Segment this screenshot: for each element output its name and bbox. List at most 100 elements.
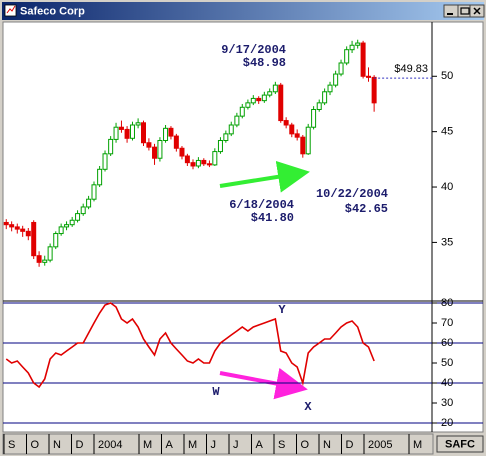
candle-body <box>9 224 15 228</box>
candle-body <box>42 259 48 263</box>
candle-body <box>53 233 59 248</box>
candle-body <box>278 84 284 122</box>
minimize-button[interactable] <box>443 4 459 18</box>
candle-body <box>289 124 295 135</box>
annotation: 6/18/2004 <box>229 198 294 212</box>
window-title: Safeco Corp <box>20 5 85 17</box>
x-tick-label: D <box>346 439 354 451</box>
candle-body <box>14 226 20 230</box>
candle-body <box>58 226 64 235</box>
window-buttons[interactable] <box>443 4 485 18</box>
window-icon <box>4 4 17 17</box>
x-axis-strip <box>2 433 434 455</box>
candle-body <box>201 159 207 165</box>
candle-body <box>75 213 81 221</box>
x-tick-label: J <box>211 439 217 451</box>
candle-body <box>141 122 146 144</box>
x-tick-label: J <box>233 439 239 451</box>
x-tick-label: 2005 <box>368 439 392 451</box>
y-tick-label: 50 <box>441 357 453 369</box>
candle-body <box>217 140 223 153</box>
candle-body <box>163 127 169 142</box>
candle-body <box>190 162 196 167</box>
maximize-glyph <box>460 7 470 15</box>
plot-area <box>2 21 484 433</box>
candle-body <box>344 49 350 64</box>
x-tick-label: N <box>323 439 331 451</box>
candle-body <box>3 221 9 226</box>
candle-body <box>212 151 218 166</box>
close-glyph <box>473 7 481 15</box>
annotation: $41.80 <box>251 211 294 225</box>
candle-body <box>234 115 240 126</box>
annotation: X <box>304 400 312 414</box>
candle-body <box>129 124 135 139</box>
candle-body <box>322 91 328 104</box>
candle-body <box>184 155 190 164</box>
y-tick-label: 45 <box>441 126 453 138</box>
candle-body <box>64 224 70 228</box>
candle-body <box>47 246 53 261</box>
symbol: SAFC <box>445 438 475 450</box>
candle-body <box>108 138 114 155</box>
candle-body <box>97 168 103 186</box>
y-tick-label: 60 <box>441 337 453 349</box>
candle-body <box>102 153 108 170</box>
candle-body <box>152 146 158 159</box>
candle-body <box>250 97 256 104</box>
candle-body <box>118 126 124 130</box>
candle-body <box>294 133 300 138</box>
annotation: $48.98 <box>243 56 286 70</box>
y-tick-label: 50 <box>441 70 453 82</box>
candle-body <box>355 42 361 46</box>
candle-body <box>366 75 371 78</box>
x-tick-label: D <box>76 439 84 451</box>
x-tick-label: O <box>301 439 310 451</box>
x-tick-label: A <box>166 439 174 451</box>
x-tick-label: O <box>31 439 40 451</box>
window-icon-glyph <box>6 5 16 14</box>
candle-body <box>267 91 273 96</box>
candle-body <box>168 127 174 137</box>
title-bar <box>2 2 484 20</box>
x-tick-label: M <box>188 439 197 451</box>
candle-body <box>206 163 212 166</box>
candle-body <box>311 108 317 128</box>
candle-body <box>25 230 31 237</box>
candle-body <box>113 126 119 140</box>
candle-body <box>256 97 262 102</box>
x-tick-label: 2004 <box>98 439 122 451</box>
x-tick-label: S <box>278 439 285 451</box>
candle-body <box>91 184 97 200</box>
candle-body <box>349 44 355 51</box>
candle-body <box>300 136 306 155</box>
y-tick-label: 40 <box>441 377 453 389</box>
candle-body <box>31 221 37 257</box>
y-tick-label: 40 <box>441 181 453 193</box>
candle-body <box>360 42 366 77</box>
candle-body <box>173 135 179 149</box>
y-tick-label: 20 <box>441 417 453 429</box>
candle-body <box>223 133 229 142</box>
candle-body <box>135 122 141 126</box>
candle-body <box>36 255 42 263</box>
last-price-label: $49.83 <box>394 63 428 75</box>
annotation: 9/17/2004 <box>221 43 286 57</box>
x-tick-label: M <box>413 439 422 451</box>
candle-body <box>239 106 245 117</box>
candle-body <box>272 84 278 93</box>
y-tick-label: 30 <box>441 397 453 409</box>
candle-body <box>305 126 311 155</box>
candle-body <box>179 147 185 157</box>
candle-body <box>86 198 92 208</box>
candle-body <box>333 73 339 86</box>
candle-body <box>245 102 251 108</box>
candle-body <box>195 159 201 167</box>
candle-body <box>146 142 152 148</box>
candle-body <box>157 140 163 159</box>
x-tick-label: M <box>143 439 152 451</box>
candle-body <box>124 128 130 139</box>
candle-body <box>316 102 322 110</box>
